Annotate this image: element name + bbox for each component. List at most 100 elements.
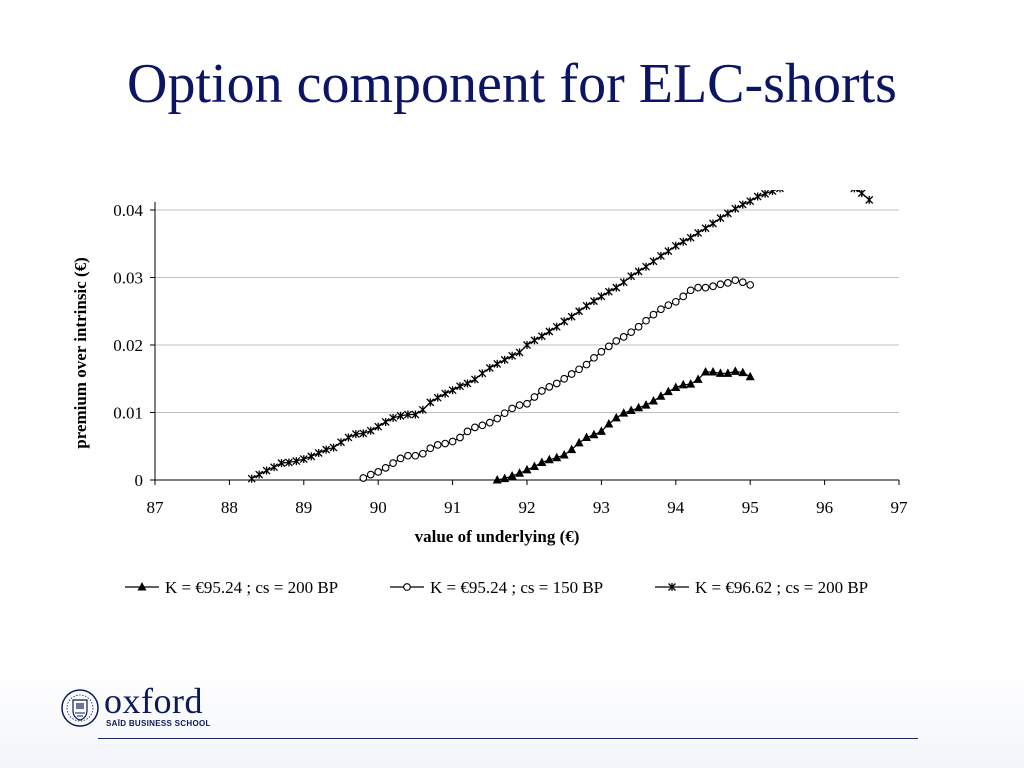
- data-point-circle: [634, 322, 643, 331]
- data-point-star: [545, 327, 554, 336]
- data-point-star: [582, 301, 591, 310]
- data-point-triangle: [137, 582, 147, 591]
- data-point-circle: [463, 427, 472, 436]
- data-point-triangle: [492, 475, 502, 484]
- data-point-circle: [731, 276, 740, 285]
- x-tick-label: 91: [444, 498, 461, 517]
- data-point-triangle: [582, 432, 592, 441]
- data-point-circle: [657, 305, 665, 314]
- data-point-circle: [359, 474, 368, 482]
- crest-icon: [61, 689, 99, 727]
- data-point-star: [761, 190, 770, 198]
- data-point-triangle: [522, 464, 532, 474]
- data-point-star: [552, 322, 561, 331]
- data-point-triangle: [567, 444, 577, 454]
- data-point-triangle: [507, 470, 517, 480]
- data-point-star: [381, 417, 390, 426]
- data-point-star: [299, 455, 308, 464]
- data-point-star: [865, 195, 874, 204]
- data-point-circle: [515, 401, 524, 409]
- data-point-circle: [381, 464, 390, 472]
- legend-item-2: K = €95.24 ; cs = 150 BP: [390, 578, 603, 597]
- x-tick-label: 88: [221, 498, 238, 517]
- data-point-star: [560, 317, 569, 326]
- data-point-circle: [433, 441, 442, 449]
- x-axis-title: value of underlying (€): [415, 527, 580, 546]
- data-point-star: [731, 204, 740, 213]
- data-point-star: [493, 359, 502, 368]
- x-tick-label: 90: [370, 498, 387, 517]
- data-point-triangle: [693, 374, 703, 383]
- x-tick-label: 95: [742, 498, 759, 517]
- data-point-star: [411, 410, 420, 419]
- data-point-circle: [686, 286, 695, 295]
- data-point-star: [679, 237, 688, 246]
- data-point-circle: [404, 451, 412, 460]
- data-point-circle: [627, 328, 636, 337]
- data-point-star: [508, 351, 517, 360]
- series-line: [251, 190, 870, 480]
- data-point-circle: [374, 468, 383, 476]
- data-point-star: [322, 445, 331, 454]
- data-point-triangle: [596, 426, 606, 435]
- data-point-circle: [448, 437, 457, 446]
- data-point-star: [441, 389, 450, 398]
- data-point-star: [738, 200, 747, 209]
- data-point-star: [709, 219, 717, 228]
- data-point-star: [723, 209, 732, 218]
- data-point-star: [426, 398, 435, 407]
- data-point-triangle: [500, 473, 510, 483]
- data-point-circle: [642, 316, 650, 325]
- footer-divider: [98, 738, 918, 739]
- data-point-star: [374, 422, 383, 431]
- data-point-triangle: [529, 461, 539, 470]
- legend-label: K = €95.24 ; cs = 150 BP: [430, 578, 603, 597]
- data-point-circle: [530, 393, 539, 401]
- data-point-star: [686, 233, 695, 242]
- data-point-star: [604, 287, 613, 296]
- data-point-circle: [396, 454, 405, 463]
- data-point-star: [314, 449, 323, 457]
- y-axis-title: premium over intrinsic (€): [71, 257, 90, 449]
- y-tick-label: 0.01: [113, 404, 143, 423]
- data-point-triangle: [574, 437, 584, 447]
- data-point-circle: [538, 387, 546, 395]
- data-point-circle: [604, 342, 613, 351]
- data-point-triangle: [686, 379, 696, 388]
- data-point-circle: [523, 399, 531, 408]
- data-point-star: [470, 375, 479, 384]
- data-point-triangle: [634, 402, 644, 412]
- data-point-star: [656, 251, 665, 260]
- data-point-star: [627, 272, 636, 281]
- data-point-triangle: [678, 379, 688, 389]
- data-point-triangle: [730, 366, 740, 375]
- logo-wordmark: oxford: [104, 681, 203, 721]
- data-point-star: [284, 458, 293, 467]
- footer-band: [0, 668, 1024, 768]
- data-point-star: [575, 307, 584, 316]
- data-point-star: [270, 463, 278, 472]
- data-point-circle: [694, 283, 702, 292]
- data-point-star: [753, 192, 762, 201]
- data-point-star: [396, 411, 405, 420]
- data-point-star: [850, 190, 859, 193]
- legend: K = €95.24 ; cs = 200 BP K = €95.24 ; cs …: [125, 578, 868, 597]
- data-point-circle: [701, 283, 710, 292]
- data-point-star: [716, 214, 725, 223]
- data-point-circle: [560, 374, 569, 383]
- data-point-circle: [500, 409, 509, 418]
- data-point-star: [277, 459, 286, 468]
- data-point-star: [262, 466, 271, 475]
- data-point-circle: [746, 281, 755, 289]
- data-point-circle: [567, 370, 576, 378]
- data-point-star: [530, 336, 539, 345]
- data-point-star: [694, 228, 703, 237]
- data-point-star: [463, 379, 472, 388]
- data-point-star: [768, 190, 777, 196]
- data-point-star: [597, 292, 606, 301]
- data-point-triangle: [552, 452, 562, 462]
- data-point-circle: [724, 279, 732, 287]
- y-tick-label: 0.02: [113, 336, 143, 355]
- data-point-triangle: [656, 391, 666, 400]
- x-tick-label: 92: [519, 498, 536, 517]
